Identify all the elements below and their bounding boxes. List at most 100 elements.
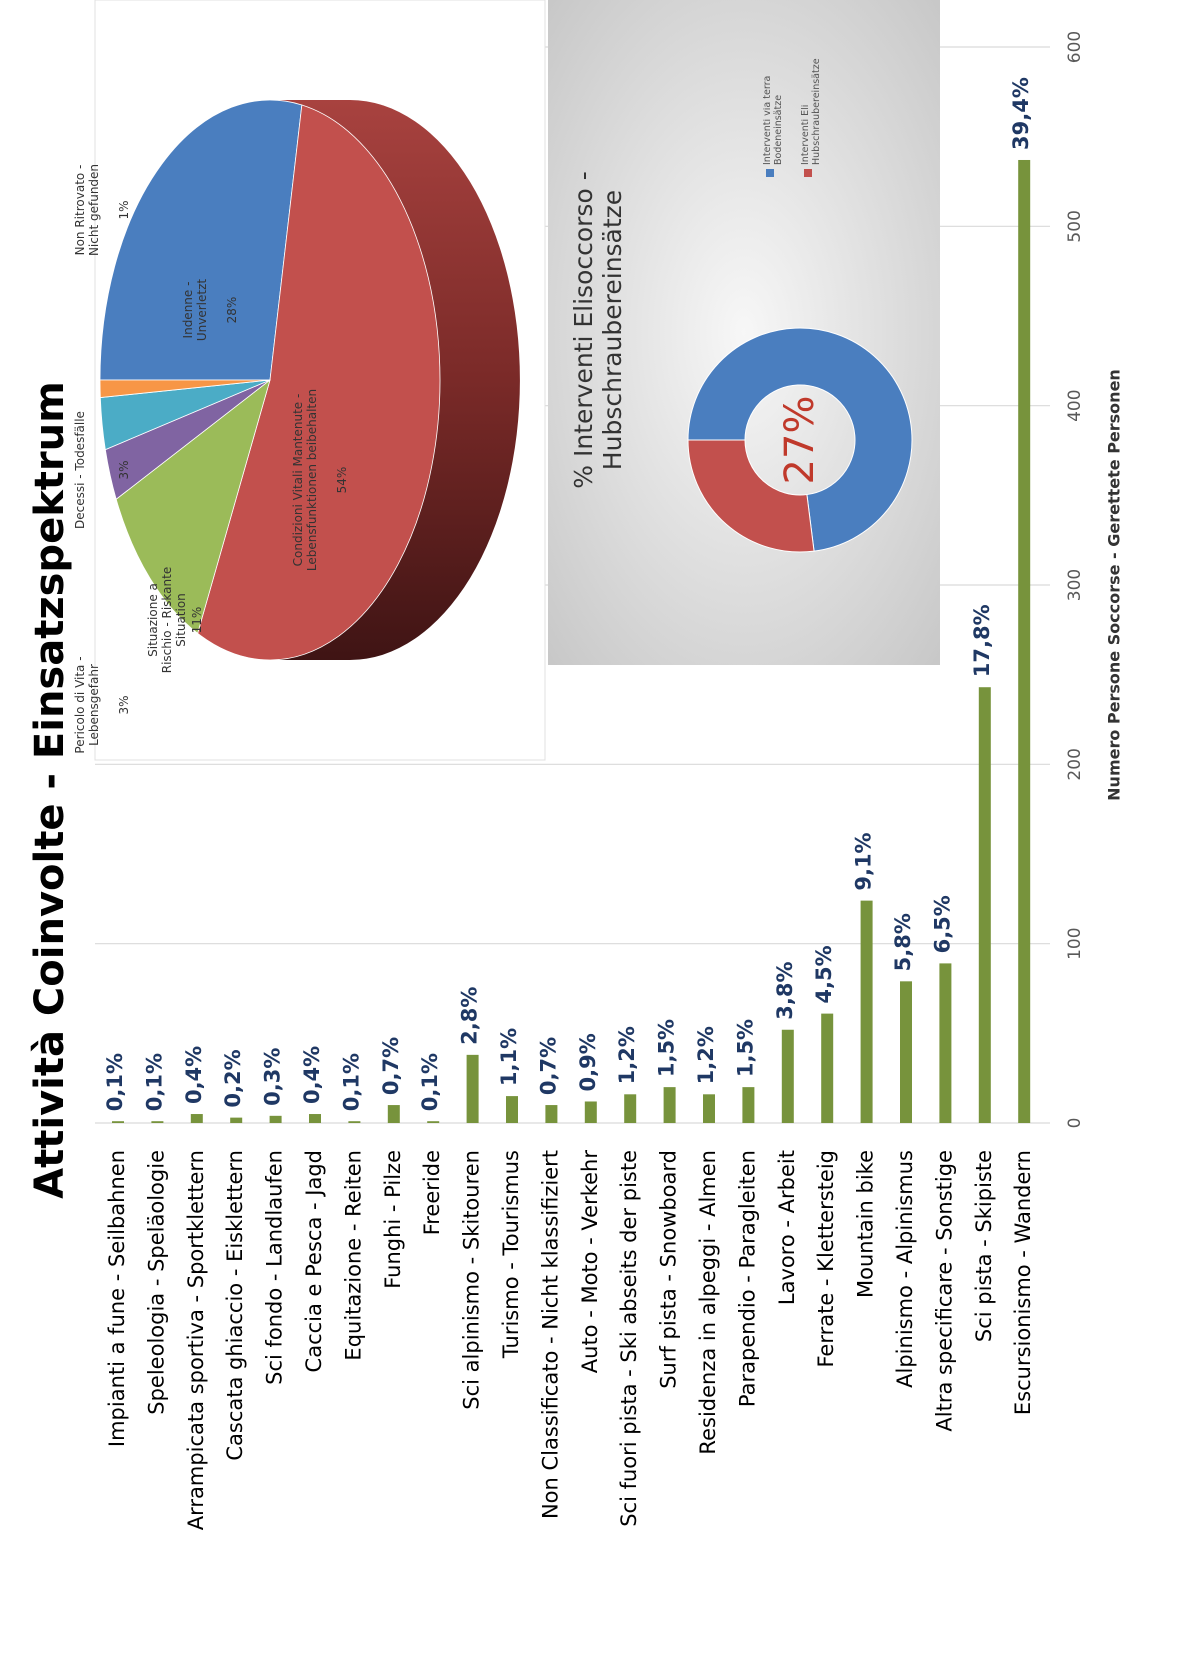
category-label: Escursionismo - Wandern (1011, 1150, 1035, 1415)
value-label: 2,8% (458, 987, 482, 1045)
pie-label: Decessi - Todesfälle (74, 411, 87, 529)
legend-label-box: Interventi via terra Bodeneinsätze (763, 75, 784, 165)
value-label: 0,7% (379, 1037, 403, 1095)
bar (663, 1087, 676, 1123)
pie-value-label: 1% (118, 200, 131, 220)
pie-label: Situazione a Rischio - Riskante Situatio… (147, 566, 188, 674)
pie-value-label-box: 54% (336, 466, 349, 494)
bar (151, 1121, 164, 1123)
pie-value-label-box: 3% (118, 460, 131, 480)
bar (939, 963, 952, 1123)
pie-value-label: 28% (226, 296, 239, 324)
bar (269, 1115, 282, 1123)
x-tick-label: 100 (1065, 927, 1085, 959)
donut-title: % Interventi Elisoccorso - Hubschraubere… (570, 171, 627, 489)
pie-label-box: Condizioni Vitali Mantenute - Lebensfunk… (292, 388, 319, 572)
value-label: 0,1% (142, 1053, 166, 1111)
pie-label: Non Ritrovato - Nicht gefunden (74, 163, 101, 257)
category-label: Impianti a fune - Seilbahnen (105, 1150, 129, 1447)
pie-value-label-box: 3% (118, 695, 131, 715)
page-title: Attività Coinvolte - Einsatzspektrum (27, 381, 73, 1199)
bar (1018, 159, 1031, 1123)
category-label: Altra specificare - Sonstige (932, 1150, 956, 1432)
category-label: Caccia e Pesca - Jagd (302, 1150, 326, 1372)
pie-label: Indenne - Unverletzt (182, 278, 209, 342)
value-label: 4,5% (812, 945, 836, 1003)
category-label: Cascata ghiaccio - Eisklettern (223, 1150, 247, 1461)
x-tick-label: 600 (1065, 31, 1085, 63)
value-label: 5,8% (891, 913, 915, 971)
legend-swatch (766, 169, 774, 177)
value-label: 0,7% (536, 1037, 560, 1095)
bar (348, 1121, 361, 1123)
x-tick-label: 500 (1065, 210, 1085, 242)
value-label: 0,1% (103, 1053, 127, 1111)
pie-label-box: Situazione a Rischio - Riskante Situatio… (147, 566, 188, 674)
x-tick-label: 300 (1065, 569, 1085, 601)
category-label: Residenza in alpeggi - Almen (696, 1150, 720, 1455)
value-label: 0,4% (300, 1046, 324, 1104)
value-label: 1,1% (497, 1028, 521, 1086)
value-label: 1,2% (694, 1026, 718, 1084)
category-label: Ferrate - Klettersteig (814, 1150, 838, 1368)
bar (190, 1114, 203, 1123)
bar (703, 1094, 715, 1123)
category-label: Surf pista - Snowboard (657, 1150, 681, 1389)
category-label: Non Classificato - Nicht klassifiziert (538, 1150, 562, 1519)
pie-slice (197, 104, 441, 661)
pie-slice (99, 379, 271, 399)
category-label: Mountain bike (854, 1150, 878, 1298)
category-label: Lavoro - Arbeit (775, 1150, 799, 1305)
bar (584, 1101, 597, 1123)
pie-value-label: 54% (336, 466, 349, 494)
value-label: 0,2% (221, 1049, 245, 1107)
value-label: 9,1% (852, 832, 876, 890)
x-tick-label: 200 (1065, 748, 1085, 780)
value-label: 0,3% (261, 1048, 285, 1106)
pie-value-label: 3% (118, 460, 131, 480)
legend-label: Interventi via terra Bodeneinsätze (763, 75, 784, 165)
category-label: Funghi - Pilze (381, 1150, 405, 1289)
pie-value-label-box: 11% (191, 606, 204, 634)
category-label: Auto - Moto - Verkehr (578, 1150, 602, 1374)
value-label: 17,8% (970, 604, 994, 677)
pie-label: Condizioni Vitali Mantenute - Lebensfunk… (292, 388, 319, 572)
bar (466, 1054, 479, 1123)
value-label: 6,5% (930, 895, 954, 953)
pie-label: Pericolo di Vita - Lebensgefahr (74, 656, 101, 754)
legend-swatch (804, 169, 812, 177)
value-label: 39,4% (1009, 77, 1033, 150)
category-label: Sci fondo - Landlaufen (263, 1150, 287, 1385)
value-label: 1,5% (733, 1019, 757, 1077)
pie-slice (99, 99, 303, 381)
donut-title-box: % Interventi Elisoccorso - Hubschraubere… (570, 171, 627, 489)
pie-value-label: 11% (191, 606, 204, 634)
pie-value-label-box: 1% (118, 200, 131, 220)
pie-side (270, 100, 520, 660)
value-label: 0,1% (418, 1053, 442, 1111)
category-label: Turismo - Tourismus (499, 1150, 523, 1359)
pie-value-label: 3% (118, 695, 131, 715)
bar (230, 1117, 243, 1123)
pie-label-box: Non Ritrovato - Nicht gefunden (74, 163, 101, 257)
x-axis-title: Numero Persone Soccorse - Gerettete Pers… (1105, 369, 1124, 801)
x-tick-label: 0 (1065, 1118, 1085, 1129)
category-label: Alpinismo - Alpinismus (893, 1150, 917, 1388)
pie-label-box: Indenne - Unverletzt (182, 278, 209, 342)
pie-label-box: Decessi - Todesfälle (74, 411, 87, 529)
bar (309, 1114, 321, 1123)
bar (860, 900, 873, 1123)
bar (978, 687, 991, 1123)
donut-center-label: 27% (777, 396, 823, 485)
bar (112, 1121, 124, 1123)
bar (781, 1029, 794, 1123)
donut-slice (687, 327, 913, 552)
bar (387, 1105, 400, 1123)
value-label: 3,8% (773, 961, 797, 1019)
value-label: 1,5% (655, 1019, 679, 1077)
legend-label-box: Interventi Eli Hubschraubereinsätze (801, 58, 822, 165)
pie-label-box: Pericolo di Vita - Lebensgefahr (74, 656, 101, 754)
bar (545, 1105, 558, 1123)
